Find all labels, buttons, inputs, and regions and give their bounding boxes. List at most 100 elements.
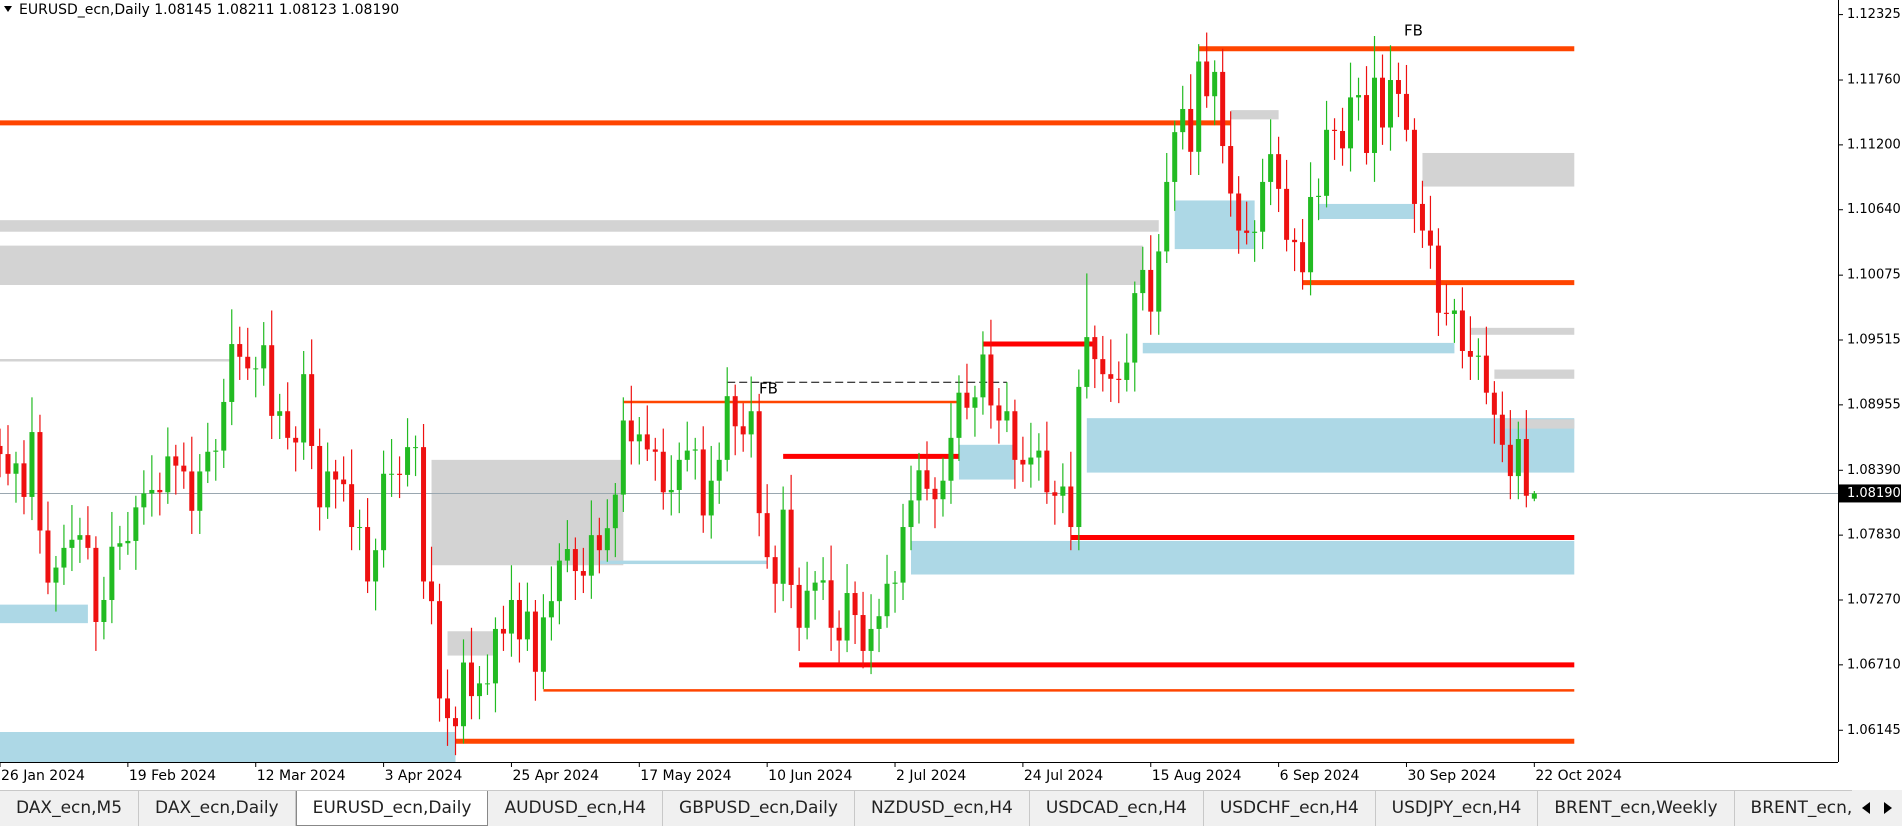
zone xyxy=(1422,152,1575,187)
tab[interactable]: USDJPY_ecn,H4 xyxy=(1376,791,1539,826)
candle-body xyxy=(93,547,99,622)
candle-body xyxy=(732,396,738,427)
candle-body xyxy=(445,698,451,719)
candle-body xyxy=(1483,355,1489,393)
zone xyxy=(1494,369,1575,379)
candle-body xyxy=(133,507,139,541)
candle-body xyxy=(1156,251,1162,312)
tab[interactable]: BRENT_ecn,Weekly xyxy=(1538,791,1735,826)
candle-body xyxy=(508,599,514,634)
candle-body xyxy=(612,494,618,529)
zone xyxy=(1230,110,1279,120)
tab[interactable]: GBPUSD_ecn,Daily xyxy=(663,791,855,826)
tab[interactable]: DAX_ecn,Daily xyxy=(139,791,296,826)
candle-body xyxy=(796,584,802,628)
x-tick-label: 12 Mar 2024 xyxy=(257,768,346,784)
y-tick-label: 1.09515 xyxy=(1847,333,1901,348)
candle-body xyxy=(21,463,27,497)
tab[interactable]: USDCAD_ecn,H4 xyxy=(1030,791,1204,826)
tab[interactable]: DAX_ecn,M5 xyxy=(0,791,140,826)
candle-body xyxy=(117,543,123,547)
candle-body xyxy=(916,470,922,501)
candle-body xyxy=(1364,95,1370,153)
candle-body xyxy=(13,463,19,474)
y-tick-label: 1.08955 xyxy=(1847,397,1901,412)
candle-body xyxy=(101,599,107,622)
candle-body xyxy=(293,437,299,443)
candle-body xyxy=(1004,411,1010,421)
candle-body xyxy=(476,683,482,697)
candle-body xyxy=(229,344,235,402)
candle-body xyxy=(764,513,770,558)
y-tick-label: 1.07830 xyxy=(1847,528,1901,543)
candle-body xyxy=(564,549,570,561)
candle-body xyxy=(1180,108,1186,133)
candle-body xyxy=(1124,362,1130,380)
candle-body xyxy=(1020,459,1026,465)
candle-body xyxy=(173,456,179,466)
candle-body xyxy=(1244,230,1250,233)
candle-body xyxy=(453,718,459,727)
candle-body xyxy=(253,368,259,370)
tab-scroll xyxy=(1852,790,1902,826)
candle-body xyxy=(69,539,75,548)
tab[interactable]: NZDUSD_ecn,H4 xyxy=(855,791,1030,826)
candle-body xyxy=(972,397,978,408)
candle-body xyxy=(1340,130,1346,149)
candle-body xyxy=(892,582,898,584)
candle-body xyxy=(468,662,474,697)
candle-body xyxy=(1292,239,1298,243)
candle-body xyxy=(788,509,794,585)
chart: EURUSD_ecn,Daily 1.08145 1.08211 1.08123… xyxy=(0,0,1901,784)
menu-arrow[interactable] xyxy=(4,6,12,12)
candle-body xyxy=(125,540,131,544)
candle-body xyxy=(189,471,195,511)
tab[interactable]: EURUSD_ecn,Daily xyxy=(295,791,489,826)
candle-body xyxy=(740,426,746,435)
zone xyxy=(1086,418,1575,473)
x-tick-label: 25 Apr 2024 xyxy=(512,768,599,784)
candle-body xyxy=(1260,181,1266,232)
candle-body xyxy=(884,583,890,617)
candle-body xyxy=(1507,444,1513,477)
candle-body xyxy=(1419,203,1425,231)
candle-body xyxy=(365,527,371,582)
zone xyxy=(1142,342,1455,354)
tab[interactable]: AUDUSD_ecn,H4 xyxy=(488,791,664,826)
scroll-right[interactable] xyxy=(1884,802,1892,814)
candle-body xyxy=(141,493,147,508)
candle-body xyxy=(53,567,59,583)
candle-body xyxy=(237,344,243,357)
y-tick-label: 1.06145 xyxy=(1847,723,1901,738)
zone xyxy=(958,444,1015,480)
candle-body xyxy=(29,432,35,497)
tab[interactable]: USDCHF_ecn,H4 xyxy=(1204,791,1376,826)
candle-body xyxy=(628,420,634,442)
candle-body xyxy=(988,354,994,406)
x-tick-label: 19 Feb 2024 xyxy=(129,768,216,784)
candle-body xyxy=(277,411,283,416)
candle-body xyxy=(660,451,666,493)
candle-body xyxy=(1356,95,1362,98)
scroll-left[interactable] xyxy=(1862,802,1870,814)
current-price-label: 1.08190 xyxy=(1847,486,1901,501)
candle-body xyxy=(1116,378,1122,380)
candle-body xyxy=(109,546,115,600)
candle-body xyxy=(572,549,578,572)
x-tick-label: 17 May 2024 xyxy=(640,768,731,784)
candle-body xyxy=(1459,310,1465,352)
candle-body xyxy=(636,434,642,442)
candle-body xyxy=(341,479,347,485)
candle-body xyxy=(197,471,203,511)
candle-body xyxy=(213,450,219,452)
candle-body xyxy=(405,447,411,475)
zone xyxy=(0,604,88,624)
candle-body xyxy=(77,535,83,540)
zone xyxy=(1502,419,1575,429)
candle-body xyxy=(1044,450,1050,493)
candle-body xyxy=(1403,93,1409,130)
candle-body xyxy=(1092,337,1098,360)
zone xyxy=(0,245,1143,285)
candle-body xyxy=(1068,486,1074,528)
